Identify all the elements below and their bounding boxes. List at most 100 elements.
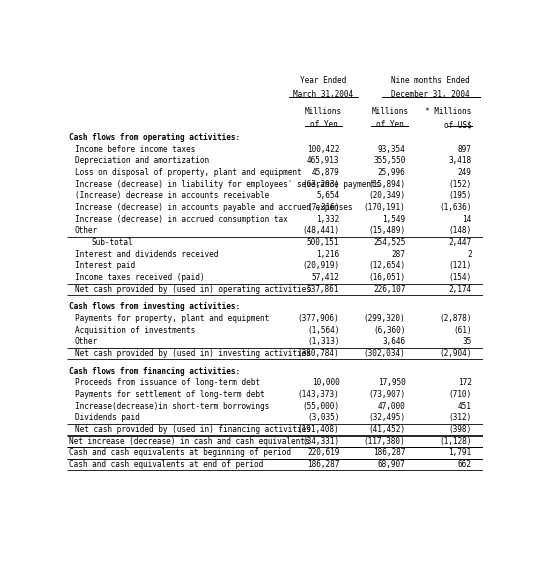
- Text: (312): (312): [448, 414, 471, 423]
- Text: (20,919): (20,919): [302, 261, 339, 270]
- Text: Sub-total: Sub-total: [92, 238, 133, 247]
- Text: 3,418: 3,418: [448, 157, 471, 166]
- Text: 93,354: 93,354: [378, 145, 405, 154]
- Text: 500,151: 500,151: [307, 238, 339, 247]
- Text: 2,447: 2,447: [448, 238, 471, 247]
- Text: (7,316): (7,316): [307, 203, 339, 212]
- Text: (2,878): (2,878): [439, 314, 471, 323]
- Text: 1,549: 1,549: [382, 215, 405, 224]
- Text: 2: 2: [467, 250, 471, 259]
- Text: (1,564): (1,564): [307, 325, 339, 334]
- Text: (41,452): (41,452): [368, 425, 405, 434]
- Text: (398): (398): [448, 425, 471, 434]
- Text: March 31,2004: March 31,2004: [293, 90, 353, 99]
- Text: Increase(decrease)in short-term borrowings: Increase(decrease)in short-term borrowin…: [75, 402, 269, 411]
- Text: (15,489): (15,489): [368, 227, 405, 236]
- Text: Millions: Millions: [371, 107, 408, 116]
- Text: Proceeds from issuance of long-term debt: Proceeds from issuance of long-term debt: [75, 379, 259, 388]
- Text: 25,996: 25,996: [378, 168, 405, 177]
- Text: (143,373): (143,373): [297, 390, 339, 399]
- Text: Cash flows from financing activities:: Cash flows from financing activities:: [69, 367, 240, 376]
- Text: December 31, 2004: December 31, 2004: [391, 90, 470, 99]
- Text: Year Ended: Year Ended: [300, 76, 346, 85]
- Text: (299,320): (299,320): [364, 314, 405, 323]
- Text: (195): (195): [448, 192, 471, 201]
- Text: Cash flows from investing activities:: Cash flows from investing activities:: [69, 302, 240, 311]
- Text: Net cash provided by (used in) financing activities: Net cash provided by (used in) financing…: [75, 425, 310, 434]
- Text: Loss on disposal of property, plant and equipment: Loss on disposal of property, plant and …: [75, 168, 301, 177]
- Text: 186,287: 186,287: [307, 460, 339, 469]
- Text: (152): (152): [448, 180, 471, 189]
- Text: Cash flows from operating activities:: Cash flows from operating activities:: [69, 133, 240, 142]
- Text: Net cash provided by (used in) operating activities: Net cash provided by (used in) operating…: [75, 285, 310, 294]
- Text: 249: 249: [458, 168, 471, 177]
- Text: Other: Other: [75, 227, 98, 236]
- Text: 45,879: 45,879: [311, 168, 339, 177]
- Text: (1,313): (1,313): [307, 337, 339, 346]
- Text: 287: 287: [391, 250, 405, 259]
- Text: 355,550: 355,550: [373, 157, 405, 166]
- Text: of US$: of US$: [444, 120, 471, 129]
- Text: (16,051): (16,051): [368, 273, 405, 282]
- Text: Payments for settlement of long-term debt: Payments for settlement of long-term deb…: [75, 390, 264, 399]
- Text: Cash and cash equivalents at end of period: Cash and cash equivalents at end of peri…: [69, 460, 263, 469]
- Text: (73,907): (73,907): [368, 390, 405, 399]
- Text: of Yen: of Yen: [310, 120, 337, 129]
- Text: Cash and cash equivalents at beginning of period: Cash and cash equivalents at beginning o…: [69, 449, 291, 458]
- Text: 17,950: 17,950: [378, 379, 405, 388]
- Text: Dividends paid: Dividends paid: [75, 414, 140, 423]
- Text: (34,331): (34,331): [302, 437, 339, 446]
- Text: (32,495): (32,495): [368, 414, 405, 423]
- Text: (3,035): (3,035): [307, 414, 339, 423]
- Text: (55,000): (55,000): [302, 402, 339, 411]
- Text: 47,000: 47,000: [378, 402, 405, 411]
- Text: 3,646: 3,646: [382, 337, 405, 346]
- Text: (302,034): (302,034): [364, 349, 405, 358]
- Text: (121): (121): [448, 261, 471, 270]
- Text: 897: 897: [458, 145, 471, 154]
- Text: 451: 451: [458, 402, 471, 411]
- Text: Millions: Millions: [305, 107, 342, 116]
- Text: (12,654): (12,654): [368, 261, 405, 270]
- Text: (380,784): (380,784): [297, 349, 339, 358]
- Text: Payments for property, plant and equipment: Payments for property, plant and equipme…: [75, 314, 269, 323]
- Text: 172: 172: [458, 379, 471, 388]
- Text: (15,894): (15,894): [368, 180, 405, 189]
- Text: Acquisition of investments: Acquisition of investments: [75, 325, 195, 334]
- Text: Depreciation and amortization: Depreciation and amortization: [75, 157, 209, 166]
- Text: (6,360): (6,360): [373, 325, 405, 334]
- Text: (63,293): (63,293): [302, 180, 339, 189]
- Text: 100,422: 100,422: [307, 145, 339, 154]
- Text: (170,191): (170,191): [364, 203, 405, 212]
- Text: (154): (154): [448, 273, 471, 282]
- Text: (377,906): (377,906): [297, 314, 339, 323]
- Text: 465,913: 465,913: [307, 157, 339, 166]
- Text: * Millions: * Millions: [425, 107, 471, 116]
- Text: 2,174: 2,174: [448, 285, 471, 294]
- Text: (2,904): (2,904): [439, 349, 471, 358]
- Text: (148): (148): [448, 227, 471, 236]
- Text: 186,287: 186,287: [373, 449, 405, 458]
- Text: 662: 662: [458, 460, 471, 469]
- Text: (1,636): (1,636): [439, 203, 471, 212]
- Text: (Increase) decrease in accounts receivable: (Increase) decrease in accounts receivab…: [75, 192, 269, 201]
- Text: 5,654: 5,654: [316, 192, 339, 201]
- Text: (1,128): (1,128): [439, 437, 471, 446]
- Text: 226,107: 226,107: [373, 285, 405, 294]
- Text: 1,332: 1,332: [316, 215, 339, 224]
- Text: 10,000: 10,000: [311, 379, 339, 388]
- Text: Net cash provided by (used in) investing activities: Net cash provided by (used in) investing…: [75, 349, 310, 358]
- Text: (20,349): (20,349): [368, 192, 405, 201]
- Text: 68,907: 68,907: [378, 460, 405, 469]
- Text: (117,380): (117,380): [364, 437, 405, 446]
- Text: Income before income taxes: Income before income taxes: [75, 145, 195, 154]
- Text: 35: 35: [462, 337, 471, 346]
- Text: Increase (decrease) in accounts payable and accrued expenses: Increase (decrease) in accounts payable …: [75, 203, 352, 212]
- Text: Increase (decrease) in liability for employees' severance payments: Increase (decrease) in liability for emp…: [75, 180, 380, 189]
- Text: Increase (decrease) in accrued consumption tax: Increase (decrease) in accrued consumpti…: [75, 215, 287, 224]
- Text: Interest and dividends received: Interest and dividends received: [75, 250, 218, 259]
- Text: 1,216: 1,216: [316, 250, 339, 259]
- Text: of Yen: of Yen: [376, 120, 403, 129]
- Text: Interest paid: Interest paid: [75, 261, 135, 270]
- Text: 220,619: 220,619: [307, 449, 339, 458]
